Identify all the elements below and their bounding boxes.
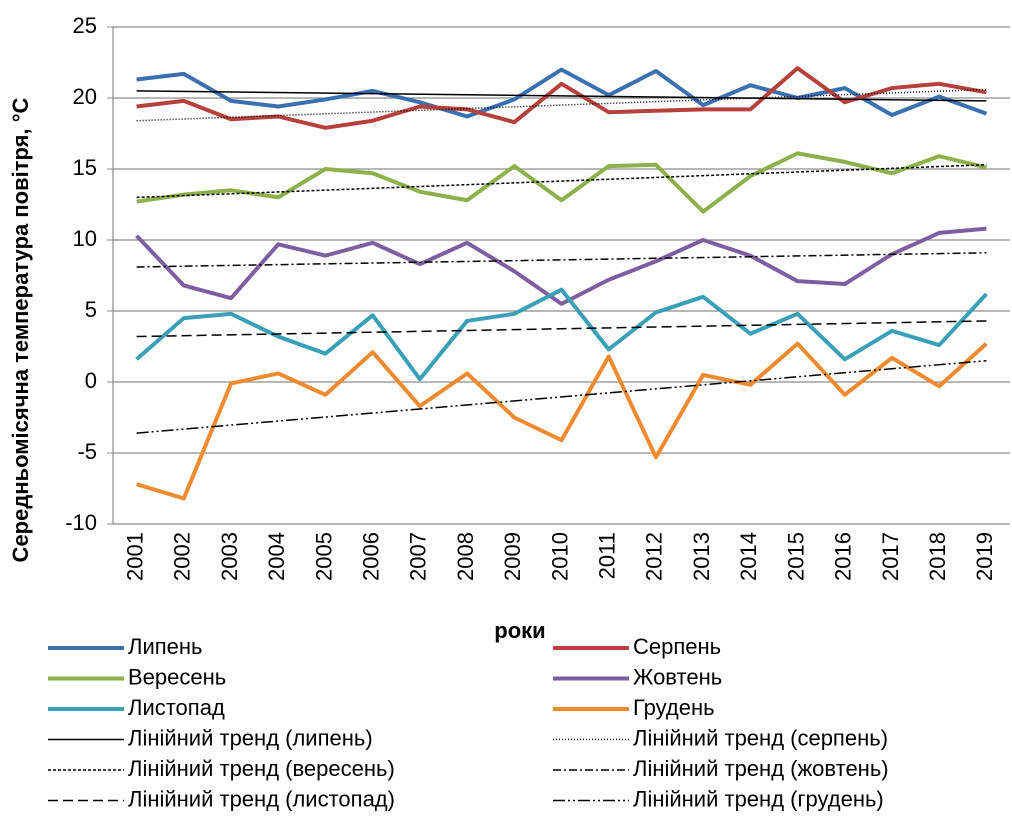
y-tick-label: 10 [73, 226, 97, 251]
trend-line [136, 359, 987, 434]
series-line [135, 287, 988, 382]
trend-line [136, 320, 987, 338]
legend-label: Лінійний тренд (грудень) [633, 786, 884, 811]
x-tick-label: 2004 [264, 532, 289, 581]
x-tick-label: 2003 [217, 532, 242, 581]
series-line [136, 341, 988, 501]
legend-label: Лінійний тренд (липень) [128, 725, 373, 750]
series-line [136, 67, 988, 119]
legend-label: Лінійний тренд (вересень) [128, 756, 395, 781]
x-tick-label: 2015 [783, 532, 808, 581]
trend-line [136, 163, 987, 199]
x-axis-title: роки [494, 618, 545, 643]
trend-line [136, 88, 987, 122]
legend-label: Листопад [128, 695, 225, 720]
x-tick-label: 2011 [595, 532, 620, 579]
x-tick-label: 2018 [925, 532, 950, 581]
y-tick-label: 0 [85, 368, 97, 393]
y-tick-label: 25 [73, 13, 97, 38]
x-tick-label: 2019 [972, 532, 997, 581]
y-tick-label: 20 [73, 84, 97, 109]
x-tick-label: 2010 [547, 532, 572, 581]
x-tick-label: 2012 [642, 532, 667, 581]
legend-label: Вересень [128, 664, 226, 689]
x-tick-label: 2009 [500, 532, 525, 581]
legend-label: Лінійний тренд (жовтень) [633, 756, 889, 781]
series-line [136, 151, 987, 214]
legend-label: Лінійний тренд (листопад) [128, 786, 395, 811]
series-line [135, 226, 987, 306]
legend-label: Лінійний тренд (серпень) [633, 725, 888, 750]
x-tick-label: 2006 [358, 532, 383, 581]
x-tick-label: 2008 [453, 532, 478, 581]
y-axis-title: Середньомісячна температура повітря, °С [8, 97, 33, 562]
x-tick-label: 2013 [689, 532, 714, 581]
x-tick-label: 2001 [122, 532, 147, 581]
x-tick-label: 2005 [311, 532, 336, 581]
trend-line [136, 252, 987, 268]
legend-label: Жовтень [633, 664, 722, 689]
x-tick-label: 2017 [878, 532, 903, 581]
trend-line [136, 90, 987, 102]
y-tick-label: 5 [85, 297, 97, 322]
y-tick-label: -10 [65, 510, 97, 535]
y-tick-label: -5 [77, 439, 97, 464]
x-tick-label: 2014 [736, 532, 761, 581]
x-tick-label: 2002 [170, 532, 195, 581]
legend-label: Серпень [633, 634, 721, 659]
legend-label: Липень [128, 634, 203, 659]
x-tick-label: 2007 [406, 532, 431, 581]
x-tick-label: 2016 [831, 532, 856, 581]
legend-label: Грудень [633, 695, 715, 720]
series-line [136, 66, 987, 130]
y-tick-label: 15 [73, 155, 97, 180]
